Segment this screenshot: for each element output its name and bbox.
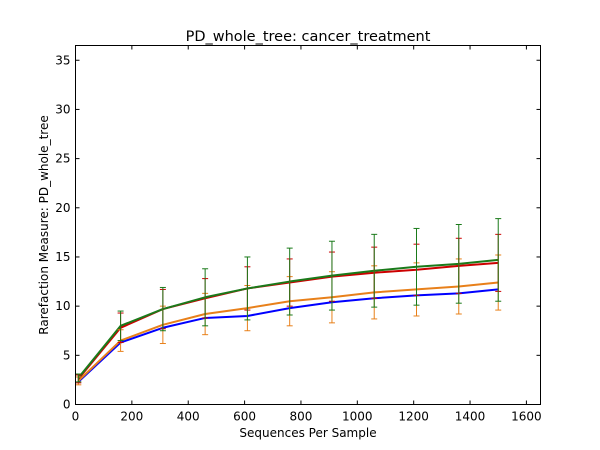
error-bar (328, 240, 335, 311)
error-bar (117, 310, 124, 342)
x-tick-label: 1200 (398, 410, 429, 424)
error-bar (371, 233, 378, 308)
y-tick-label: 0 (63, 398, 71, 412)
series-line-0 (77, 288, 499, 383)
y-tick-label: 35 (55, 53, 70, 67)
x-axis-label: Sequences Per Sample (239, 426, 376, 440)
error-bar (75, 373, 82, 383)
y-tick-label: 10 (55, 299, 70, 313)
axis-ticks: 0 200 400 600 800 1000 1200 1400 1600 0 5 10 15 20 25 3… (55, 45, 542, 424)
series-line-1 (77, 281, 499, 382)
error-bar (202, 268, 209, 327)
y-tick-label: 25 (55, 152, 70, 166)
error-bar (286, 247, 293, 316)
error-bar (244, 256, 251, 321)
y-tick-label: 20 (55, 201, 70, 215)
chart-title: PD_whole_tree: cancer_treatment (186, 29, 431, 45)
x-tick-label: 1400 (455, 410, 486, 424)
x-tick-label: 1000 (342, 410, 373, 424)
error-bar (413, 227, 420, 306)
y-tick-label: 30 (55, 102, 70, 116)
y-tick-label: 15 (55, 250, 70, 264)
axes-frame (75, 45, 541, 405)
x-tick-label: 800 (290, 410, 313, 424)
series-line-2 (77, 261, 499, 380)
x-tick-label: 200 (120, 410, 143, 424)
error-bar (455, 224, 462, 304)
x-tick-label: 1600 (511, 410, 542, 424)
error-bar (159, 286, 166, 332)
x-tick-label: 600 (233, 410, 256, 424)
x-tick-label: 400 (177, 410, 200, 424)
plot-area (75, 218, 502, 386)
y-tick-label: 5 (63, 348, 71, 362)
x-tick-label: 0 (72, 410, 80, 424)
error-bar (495, 218, 502, 302)
y-axis-label: Rarefaction Measure: PD_whole_tree (37, 115, 51, 334)
